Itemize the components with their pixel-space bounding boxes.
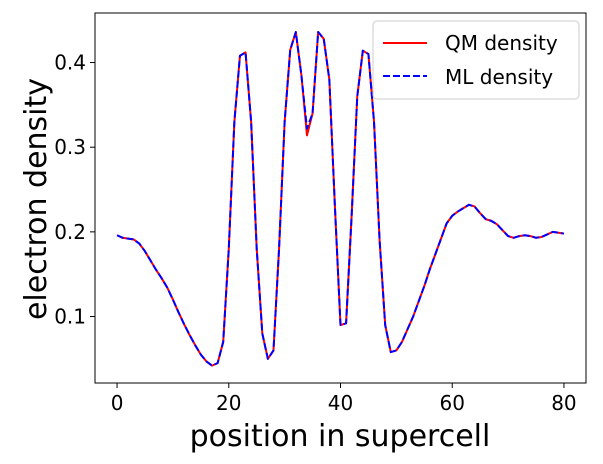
y-axis-label: electron density [19, 78, 54, 320]
x-axis: 0 20 40 60 80 [111, 383, 577, 415]
x-axis-label: position in supercell [190, 419, 491, 454]
x-tick-label: 40 [328, 391, 353, 415]
y-axis: 0.1 0.2 0.3 0.4 [54, 51, 95, 329]
legend: QM density ML density [372, 20, 580, 100]
x-tick-label: 60 [439, 391, 464, 415]
y-tick-label: 0.2 [54, 220, 86, 244]
x-tick-label: 80 [551, 391, 576, 415]
legend-label-ml-density: ML density [445, 65, 553, 89]
legend-label-qm-density: QM density [445, 31, 558, 55]
series-line-ml-density [116, 31, 565, 367]
x-tick-label: 0 [111, 391, 124, 415]
y-tick-label: 0.3 [54, 135, 86, 159]
x-tick-label: 20 [216, 391, 241, 415]
legend-box [372, 20, 580, 100]
series-layer [116, 31, 565, 367]
y-tick-label: 0.1 [54, 305, 86, 329]
y-tick-label: 0.4 [54, 51, 86, 75]
